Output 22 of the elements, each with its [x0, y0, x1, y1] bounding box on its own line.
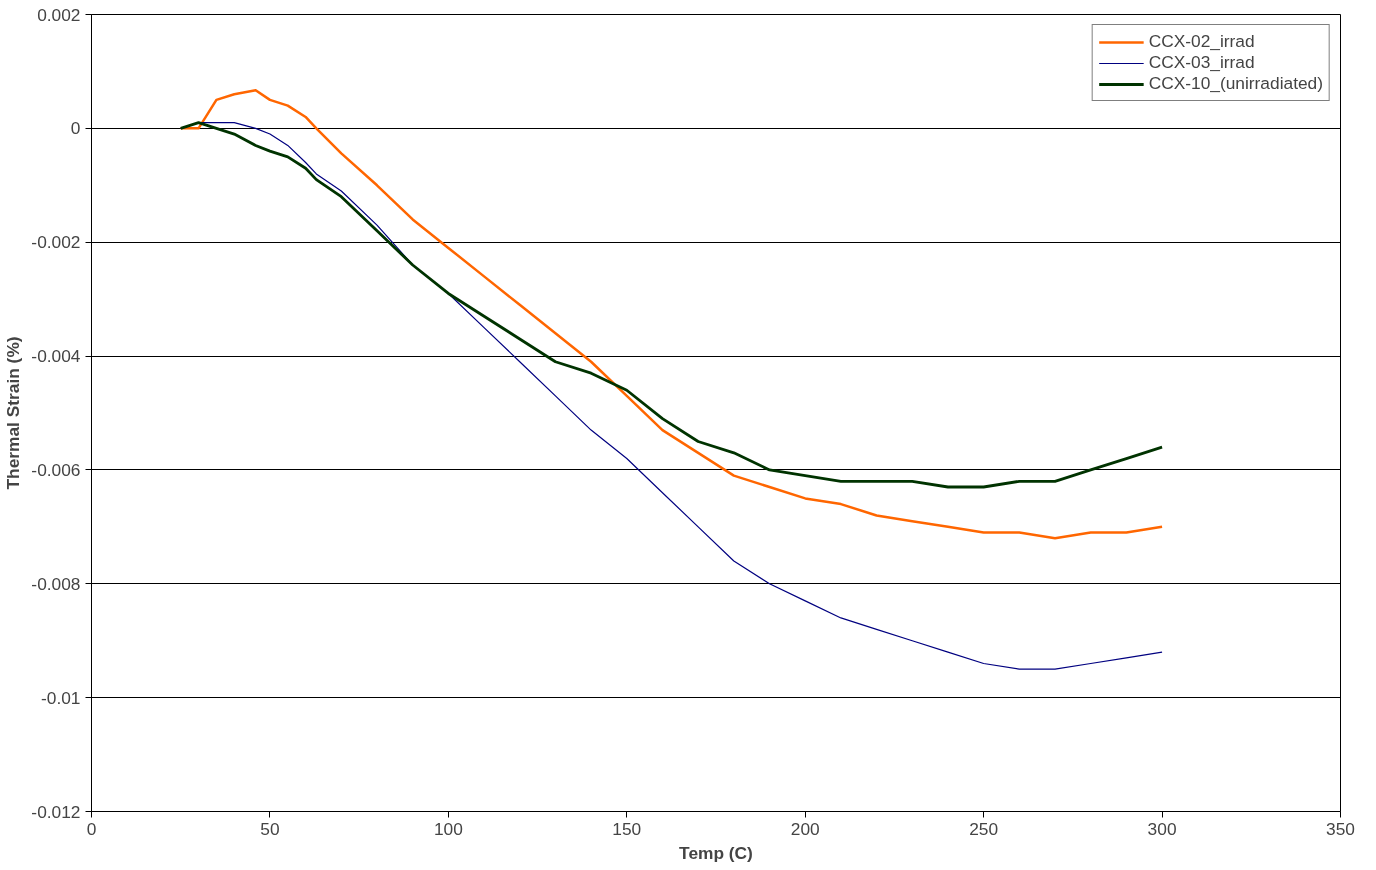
x-tick-label: 350: [1326, 818, 1355, 839]
x-tick-label: 250: [969, 818, 999, 839]
y-tick-label: 0.002: [37, 4, 81, 25]
legend-label: CCX-10_(unirradiated): [1148, 73, 1323, 94]
y-tick-label: -0.006: [31, 459, 81, 480]
x-tick-label: 150: [612, 818, 642, 839]
y-tick-label: -0.004: [31, 346, 81, 367]
x-tick-label: 200: [790, 818, 820, 839]
x-tick-label: 0: [86, 818, 97, 839]
y-tick-label: -0.002: [31, 232, 81, 253]
y-tick-label: -0.01: [41, 687, 81, 708]
y-tick-label: 0: [70, 118, 81, 139]
x-tick-label: 100: [433, 818, 463, 839]
legend-label: CCX-03_irrad: [1148, 52, 1255, 73]
x-axis-title: Temp (C): [679, 842, 753, 863]
x-tick-label: 300: [1147, 818, 1177, 839]
y-axis-title: Thermal Strain (%): [3, 336, 24, 490]
line-series: [179, 121, 1164, 489]
x-tick-label: 50: [260, 818, 280, 839]
y-tick-label: -0.012: [31, 801, 81, 822]
y-tick-label: -0.008: [31, 573, 81, 594]
legend-label: CCX-02_irrad: [1148, 31, 1255, 52]
